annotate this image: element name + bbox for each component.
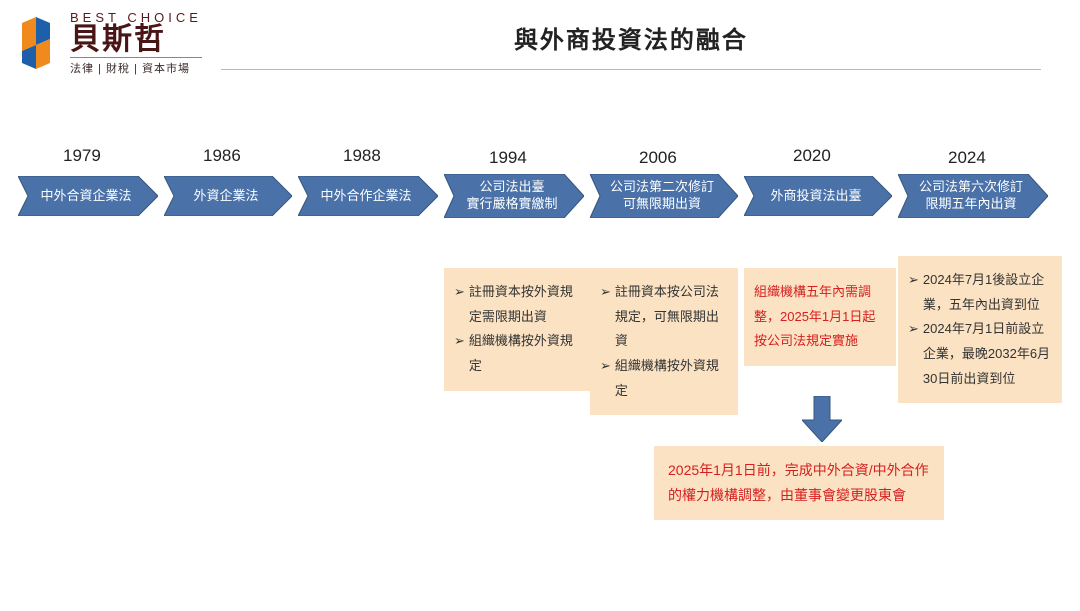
logo-text-sub: 法律 | 財稅 | 資本市場 [70,57,202,76]
timeline-arrow: 公司法第二次修訂 可無限期出資 [590,174,738,218]
timeline-arrow-label: 中外合資企業法 [40,188,131,205]
timeline-arrow-label: 公司法第二次修訂 可無限期出資 [610,179,714,213]
note-item: ➢組織機構按外資規定 [600,354,728,403]
timeline-year: 1979 [63,146,101,166]
timeline-arrow-label: 外商投資法出臺 [770,188,861,205]
logo: BEST CHOICE 貝斯哲 法律 | 財稅 | 資本市場 [8,10,202,76]
timeline-arrow: 公司法出臺 實行嚴格實繳制 [444,174,584,218]
timeline-year: 1988 [343,146,381,166]
note-red-text: 組織機構五年內需調整，2025年1月1日起按公司法規定實施 [754,284,875,348]
logo-text-cn: 貝斯哲 [70,25,202,55]
note-item: ➢2024年7月1後設立企業，五年內出資到位 [908,268,1052,317]
timeline-year: 2024 [948,148,986,168]
header: BEST CHOICE 貝斯哲 法律 | 財稅 | 資本市場 與外商投資法的融合 [0,0,1080,76]
timeline-year: 2020 [793,146,831,166]
timeline-note: ➢2024年7月1後設立企業，五年內出資到位➢2024年7月1日前設立企業，最晚… [898,256,1062,403]
bottom-note: 2025年1月1日前，完成中外合資/中外合作的權力機構調整，由董事會變更股東會 [654,446,944,520]
timeline-arrow: 外商投資法出臺 [744,176,892,216]
note-item: ➢組織機構按外資規定 [454,329,582,378]
timeline-note: ➢註冊資本按外資規定需限期出資➢組織機構按外資規定 [444,268,592,391]
note-item: ➢註冊資本按外資規定需限期出資 [454,280,582,329]
timeline-arrow: 中外合作企業法 [298,176,438,216]
timeline-arrow-label: 公司法第六次修訂 限期五年內出資 [919,179,1023,213]
timeline-arrow: 公司法第六次修訂 限期五年內出資 [898,174,1048,218]
timeline-arrow: 外資企業法 [164,176,292,216]
timeline-arrow-label: 中外合作企業法 [320,188,411,205]
down-arrow-icon [802,396,842,447]
timeline-year: 1986 [203,146,241,166]
logo-icon [8,15,64,71]
note-item: ➢註冊資本按公司法規定，可無限期出資 [600,280,728,354]
timeline-year: 2006 [639,148,677,168]
timeline-arrow-label: 外資企業法 [193,188,258,205]
timeline-arrow-label: 公司法出臺 實行嚴格實繳制 [466,179,557,213]
timeline-year: 1994 [489,148,527,168]
note-item: ➢2024年7月1日前設立企業，最晚2032年6月30日前出資到位 [908,317,1052,391]
timeline-note: ➢註冊資本按公司法規定，可無限期出資➢組織機構按外資規定 [590,268,738,415]
timeline-note: 組織機構五年內需調整，2025年1月1日起按公司法規定實施 [744,268,896,366]
title-underline [221,69,1041,70]
timeline-arrow: 中外合資企業法 [18,176,158,216]
page-title: 與外商投資法的融合 [514,20,748,55]
title-block: 與外商投資法的融合 [202,20,1060,70]
